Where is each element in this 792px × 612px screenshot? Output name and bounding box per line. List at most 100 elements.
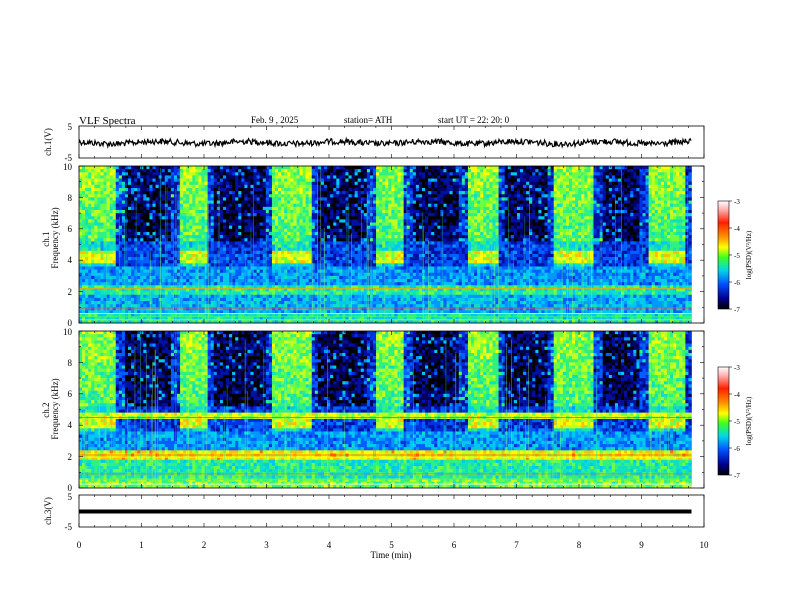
spectrogram-cell xyxy=(287,241,291,245)
spectrogram-cell xyxy=(654,222,659,226)
spectrogram-cell xyxy=(97,191,101,195)
spectrogram-cell xyxy=(299,231,303,236)
spectrogram-cell xyxy=(418,216,426,220)
spectrogram-cell xyxy=(357,172,365,176)
spectrogram-cell xyxy=(495,209,499,214)
spectrogram-cell xyxy=(317,216,325,220)
spectrogram-cell xyxy=(268,253,273,258)
spectrogram-cell xyxy=(238,235,242,239)
spectrogram-cell xyxy=(409,241,414,245)
spectrogram-cell xyxy=(183,169,187,173)
spectrogram-cell xyxy=(452,206,456,211)
spectrogram-cell xyxy=(388,187,392,192)
spectrogram-cell xyxy=(164,235,169,239)
spectrogram-cell xyxy=(520,250,524,255)
spectrogram-cell xyxy=(140,263,144,267)
spectrogram-cell xyxy=(155,235,159,239)
spectrogram-cell xyxy=(201,178,205,182)
spectrogram-cell xyxy=(480,213,484,217)
spectrogram-cell xyxy=(79,231,83,236)
spectrogram-cell xyxy=(219,213,224,217)
spectrogram-cell xyxy=(299,181,306,186)
spectrogram-cell xyxy=(290,225,294,230)
spectrogram-cell xyxy=(305,250,309,255)
spectrogram-cell xyxy=(467,203,475,208)
spectrogram-cell xyxy=(618,253,622,258)
spectrogram-cell xyxy=(556,197,564,201)
spectrogram-cell xyxy=(247,197,251,201)
spectrogram-cell xyxy=(232,260,236,264)
spectrogram-cell xyxy=(293,197,297,201)
spectrogram-cell xyxy=(670,257,674,261)
spectrogram-cell xyxy=(452,172,460,176)
spectrogram-cell xyxy=(627,166,634,170)
spectrogram-cell xyxy=(256,241,260,245)
spectrogram-cell xyxy=(602,178,610,182)
spectrogram-cell xyxy=(219,225,224,230)
spectrogram-cell xyxy=(213,197,218,201)
spectrogram-cell xyxy=(79,184,83,189)
spectrogram-cell xyxy=(210,169,215,173)
spectrogram-cell xyxy=(688,250,692,255)
spectrogram-cell xyxy=(569,200,573,204)
spectrogram-cell xyxy=(550,194,554,198)
spectrogram-cell xyxy=(471,241,475,245)
spectrogram-cell xyxy=(431,191,438,195)
spectrogram-cell xyxy=(275,209,282,214)
spectrogram-cell xyxy=(458,253,466,258)
spectrogram-cell xyxy=(556,169,564,173)
spectrogram-cell xyxy=(483,184,487,189)
spectrogram-cell xyxy=(400,263,404,267)
spectrogram-cell xyxy=(676,200,680,204)
spectrogram-cell xyxy=(504,231,515,236)
spectrogram-cell xyxy=(471,194,475,198)
spectrogram-cell xyxy=(676,194,680,198)
spectrogram-cell xyxy=(492,253,499,258)
spectrogram-cell xyxy=(464,213,469,217)
spectrogram-cell xyxy=(412,222,420,226)
spectrogram-cell xyxy=(630,247,634,252)
spectrogram-cell xyxy=(128,206,132,211)
spectrogram-cell xyxy=(391,166,395,170)
spectrogram-cell xyxy=(235,228,239,233)
spectrogram-cell xyxy=(474,200,478,204)
spectrogram-cell xyxy=(412,225,417,230)
spectrogram-cell xyxy=(608,238,616,242)
spectrogram-cell xyxy=(480,175,487,179)
spectrogram-cell xyxy=(498,184,502,189)
spectrogram-cell xyxy=(474,216,484,220)
spectrogram-cell xyxy=(140,241,144,245)
spectrogram-cell xyxy=(192,260,196,264)
spectrogram-cell xyxy=(82,219,86,223)
spectrogram-cell xyxy=(480,231,484,236)
spectrogram-cell xyxy=(648,166,652,170)
spectrogram-cell xyxy=(385,263,389,267)
spectrogram-cell xyxy=(324,238,328,242)
spectrogram-cell xyxy=(253,184,257,189)
spectrogram-cell xyxy=(467,213,478,217)
spectrogram-cell xyxy=(265,228,270,233)
spectrogram-cell xyxy=(379,216,383,220)
spectrogram-cell xyxy=(550,257,554,261)
spectrogram-cell xyxy=(645,178,649,182)
spectrogram-cell xyxy=(124,166,129,170)
spectrogram-cell xyxy=(437,166,441,170)
spectrogram-cell xyxy=(339,216,346,220)
spectrogram-cell xyxy=(608,181,613,186)
spectrogram-cell xyxy=(284,184,288,189)
spectrogram-cell xyxy=(406,206,411,211)
spectrogram-cell xyxy=(541,260,548,264)
spectrogram-cell xyxy=(195,209,199,214)
spectrogram-cell xyxy=(489,181,493,186)
spectrogram-cell xyxy=(388,191,392,195)
spectrogram-cell xyxy=(532,203,536,208)
spectrogram-cell xyxy=(137,260,156,264)
spectrogram-cell xyxy=(403,209,407,214)
spectrogram-cell xyxy=(244,219,251,223)
spectrogram-cell xyxy=(679,172,683,176)
spectrogram-cell xyxy=(82,238,86,242)
spectrogram-cell xyxy=(397,178,401,182)
spectrogram-cell xyxy=(492,197,496,201)
spectrogram-cell xyxy=(611,241,616,245)
spectrogram-cell xyxy=(146,178,153,182)
